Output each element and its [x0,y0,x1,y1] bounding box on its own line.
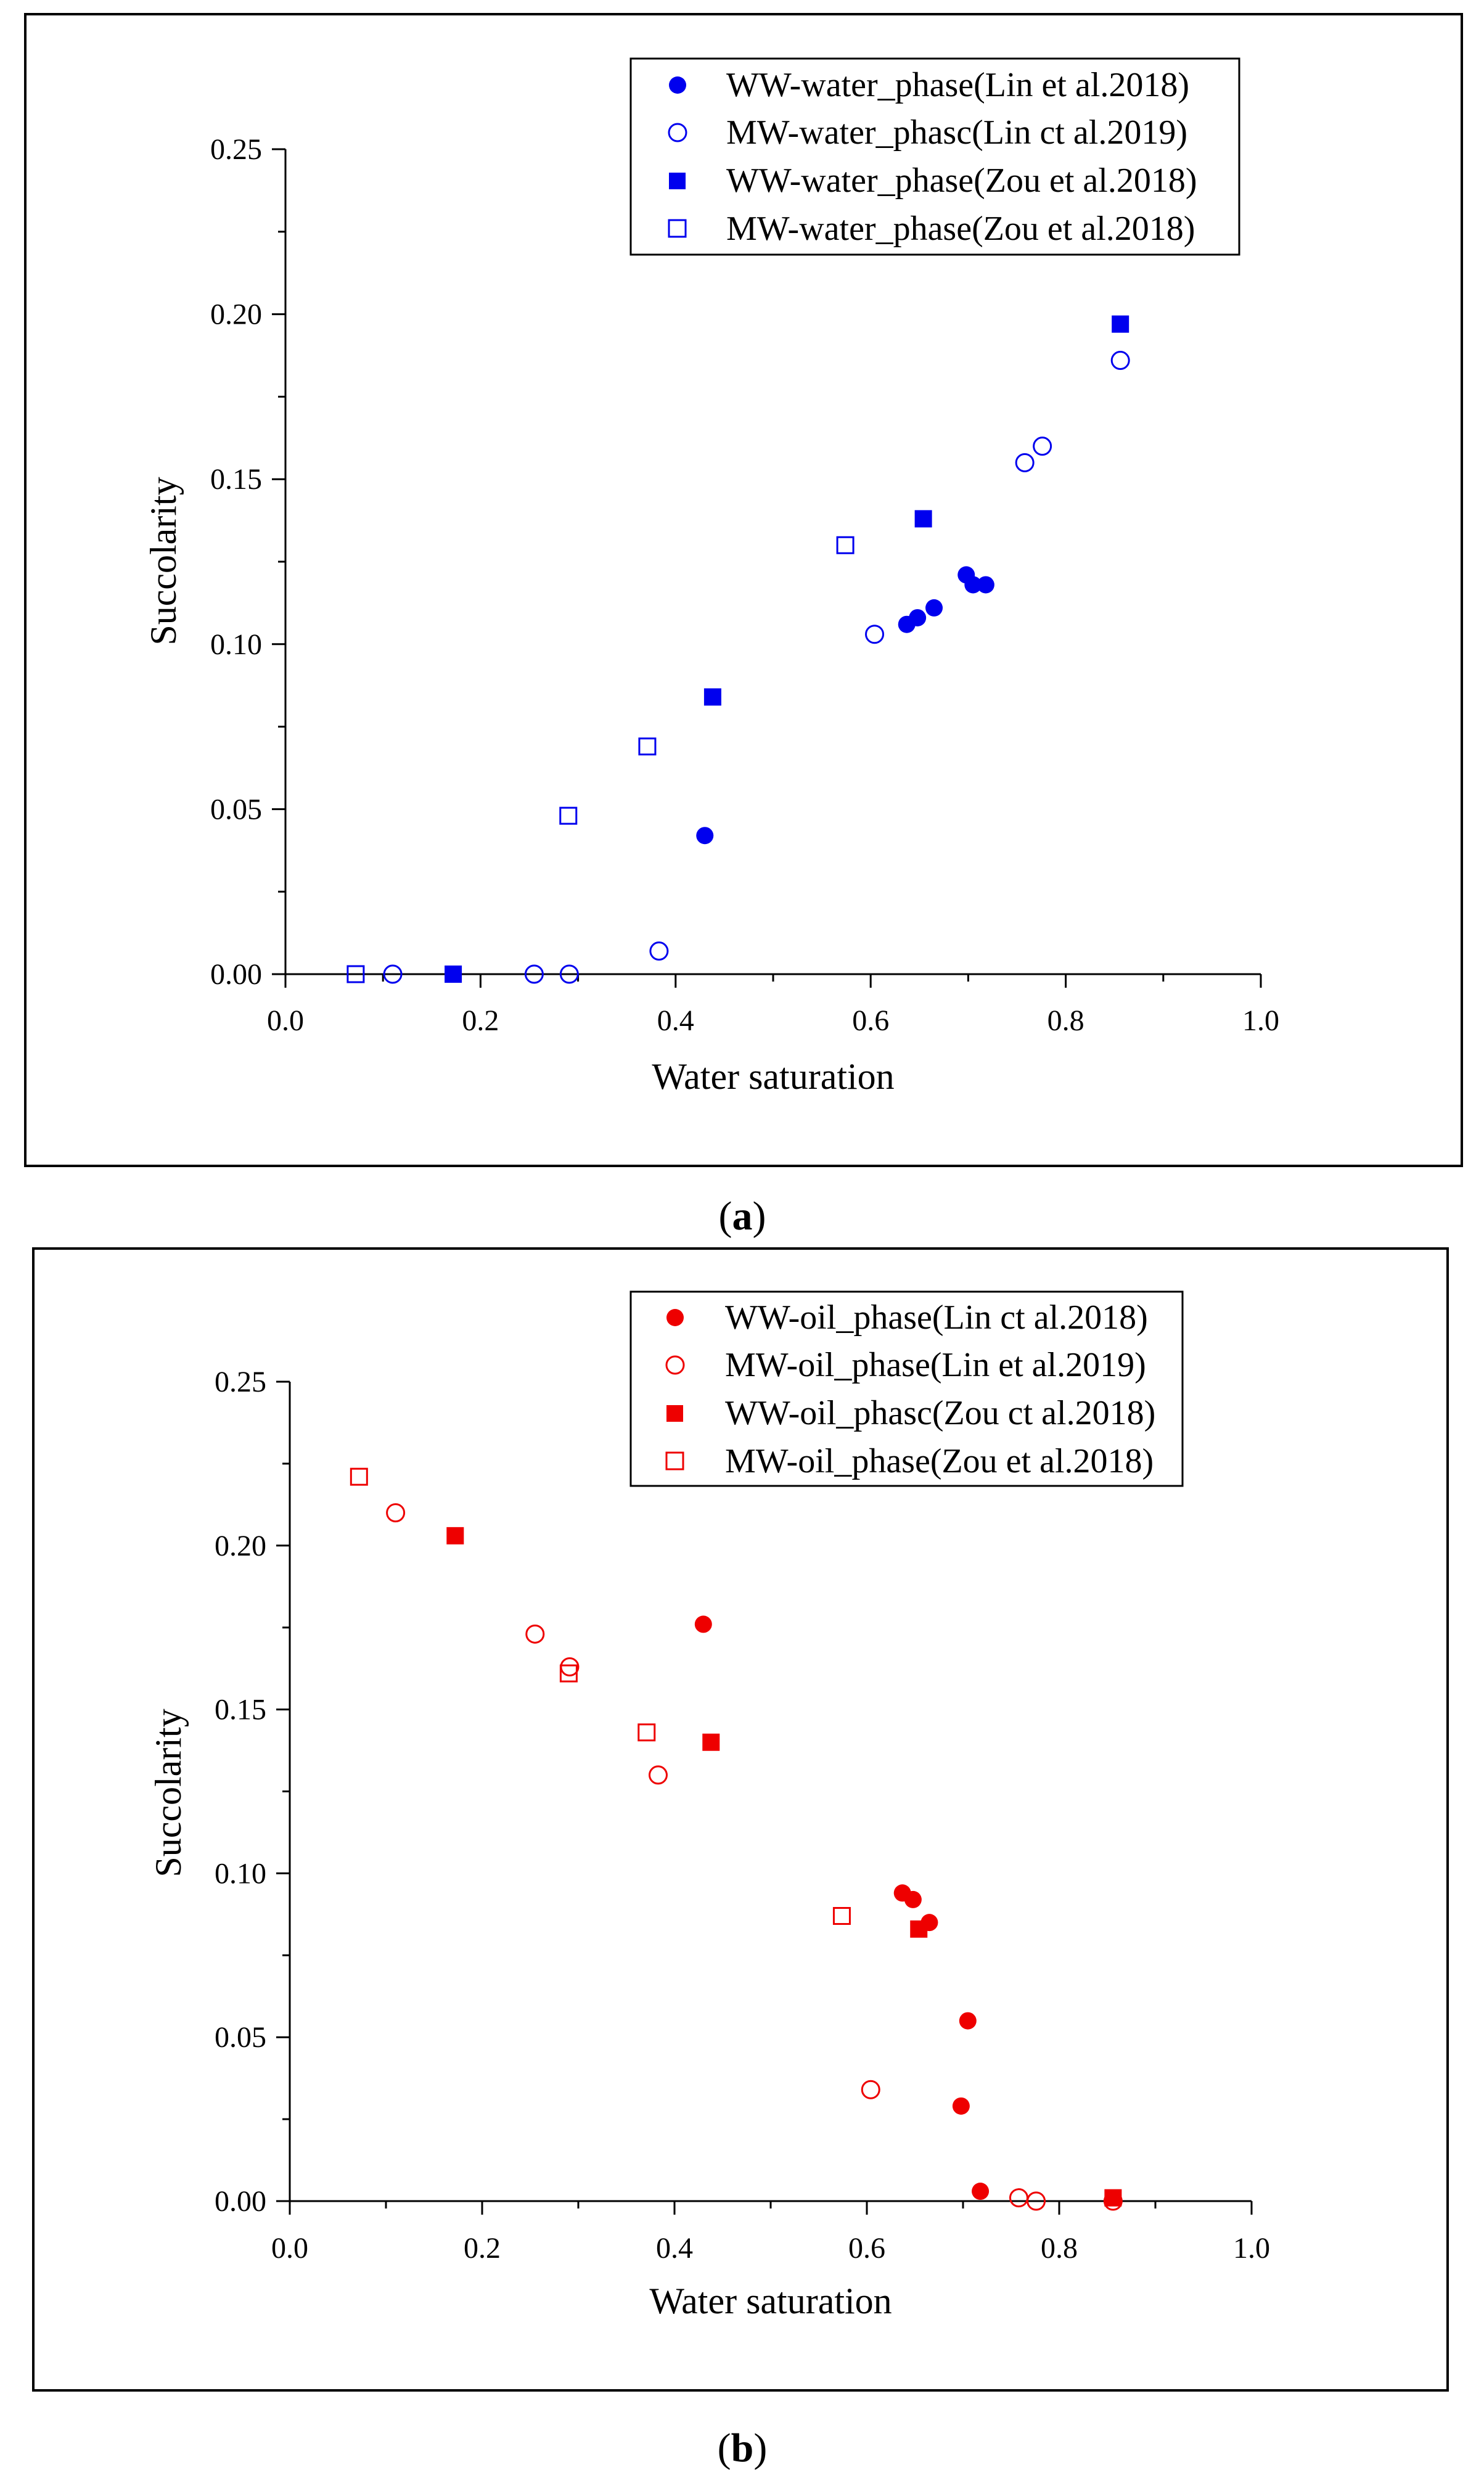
chart-0-x-tick-label: 0.4 [657,1004,694,1037]
chart-0-y-tick-label: 0.00 [210,958,262,991]
chart-0-x-tick-label: 0.2 [462,1004,499,1037]
chart-1-series-2-point [1104,2189,1122,2207]
chart-1-series-2-point [446,1527,464,1544]
legend-a-3-marker [668,219,687,238]
chart-1-series-1-point [1009,2188,1028,2208]
panel-b: 0.0 0.2 0.4 0.6 0.8 1.0 0.00 0.05 0.10 0.15 0.20 0.… [32,1247,1449,2392]
chart-0-series-0-point [909,609,927,626]
panel-b-caption: (b) [718,2426,768,2471]
panel-a-legend: WW-water_phase(Lin et al.2018) MW-water_… [629,57,1240,256]
panel-a-frame [24,13,1463,1167]
chart-0-y-axis-title: Succolarity [143,477,184,645]
chart-0-series-0-point [964,576,982,594]
chart-0-x-tick-label: 1.0 [1242,1004,1279,1037]
chart-1-series-1-point [560,1657,580,1676]
chart-1-x-tick-label: 0.8 [1041,2232,1078,2265]
chart-1-x-tick-label: 0.0 [271,2232,308,2265]
chart-1-series-1-point [1027,2191,1046,2211]
chart-0-x-axis-title: Water saturation [652,1056,894,1097]
chart-0-series-3-point [638,737,657,756]
chart-0-y-tick-label: 0.20 [210,298,262,331]
legend-b-3-label: MW-oil_phase(Zou et al.2018) [725,1442,1154,1480]
chart-0-series-3-point [346,965,365,983]
chart-1-y-axis-title: Succolarity [148,1708,189,1877]
chart-1-x-axis-title: Water saturation [649,2281,892,2321]
panel-a: 0.0 0.2 0.4 0.6 0.8 1.0 0.00 0.05 0.10 0.15 0.20 0.… [24,13,1463,1167]
chart-0-series-0-point [977,576,994,594]
legend-b-1-marker [665,1355,685,1375]
panel-b-plot: 0.0 0.2 0.4 0.6 0.8 1.0 0.00 0.05 0.10 0.15 0.20 0.… [148,1366,1270,2321]
chart-1-series-2-point [910,1920,928,1938]
chart-0-series-2-point [1112,315,1129,333]
chart-0-y-tick-label: 0.25 [210,133,262,166]
chart-1-series-1-point [648,1765,668,1785]
legend-a-0-marker [669,76,686,94]
panel-a-caption: (a) [719,1194,766,1239]
chart-1-y-tick-label: 0.00 [215,2185,266,2218]
panel-b-legend: WW-oil_phase(Lin ct al.2018) MW-oil_phas… [629,1290,1184,1487]
chart-1-series-0-point [904,1890,922,1908]
chart-0-x-tick-label: 0.8 [1047,1004,1084,1037]
chart-0-y-tick-label: 0.15 [210,463,262,496]
legend-a-1-label: MW-water_phasc(Lin ct al.2019) [726,113,1187,152]
chart-1-series-3-point [350,1467,368,1486]
chart-1-series-1-point [386,1503,406,1523]
panel-a-legend-box [629,57,1240,256]
panel-b-frame [32,1247,1449,2392]
chart-1-series-0-point [694,1615,712,1633]
chart-1-series-1-point [861,2080,880,2099]
panel-b-legend-box [629,1290,1184,1487]
panel-a-plot: 0.0 0.2 0.4 0.6 0.8 1.0 0.00 0.05 0.10 0.15 0.20 0.… [143,133,1279,1097]
legend-a-3-label: MW-water_phase(Zou et al.2018) [726,210,1195,248]
chart-0-y-tick-label: 0.05 [210,793,262,826]
chart-0-series-2-point [703,688,721,706]
chart-1-x-tick-label: 1.0 [1233,2232,1270,2265]
chart-1-y-tick-label: 0.05 [215,2021,266,2054]
chart-1-y-tick-label: 0.25 [215,1366,266,1398]
chart-0-series-0-point [925,599,943,617]
legend-a-0-label: WW-water_phase(Lin et al.2018) [726,66,1189,104]
chart-1-series-2-point [702,1733,720,1751]
chart-1-series-1-point [525,1624,545,1644]
chart-1-series-0-point [959,2012,977,2030]
legend-a-2-label: WW-water_phase(Zou et al.2018) [726,162,1197,200]
chart-1-y-tick-label: 0.15 [215,1694,266,1726]
legend-b-0-label: WW-oil_phase(Lin ct al.2018) [725,1298,1148,1337]
legend-a-2-marker [669,173,686,189]
chart-1-series-3-point [559,1664,578,1683]
legend-b-2-marker [666,1405,683,1422]
chart-1-x-tick-label: 0.6 [848,2232,885,2265]
chart-0-series-1-point [649,941,669,961]
chart-1-series-3-point [637,1723,656,1742]
legend-b-0-marker [666,1309,684,1326]
chart-0-series-1-point [1110,351,1130,371]
chart-1-series-3-point [832,1907,851,1925]
legend-b-3-marker [665,1451,684,1470]
chart-0-series-1-point [865,625,885,644]
chart-1-x-tick-label: 0.2 [464,2232,501,2265]
chart-0-series-1-point [1015,453,1035,472]
chart-0-series-3-point [836,536,855,554]
chart-0-y-tick-label: 0.10 [210,628,262,661]
chart-1-series-0-point [952,2097,970,2115]
chart-1-y-tick-label: 0.10 [215,1857,266,1890]
chart-1-series-0-point [972,2183,990,2200]
chart-1-y-tick-label: 0.20 [215,1530,266,1562]
chart-0-series-0-point [696,827,714,845]
legend-b-2-label: WW-oil_phasc(Zou ct al.2018) [725,1394,1155,1432]
chart-0-series-1-point [524,964,544,984]
chart-0-series-1-point [559,964,579,984]
chart-0-series-2-point [914,510,932,528]
chart-0-series-1-point [1033,437,1052,456]
chart-1-x-tick-label: 0.4 [656,2232,693,2265]
chart-0-series-2-point [445,966,462,983]
legend-b-1-label: MW-oil_phase(Lin et al.2019) [725,1346,1146,1384]
chart-0-series-3-point [559,806,578,825]
legend-a-1-marker [668,123,687,142]
chart-0-x-tick-label: 0.6 [852,1004,889,1037]
chart-0-x-tick-label: 0.0 [267,1004,304,1037]
chart-0-series-1-point [383,964,403,984]
